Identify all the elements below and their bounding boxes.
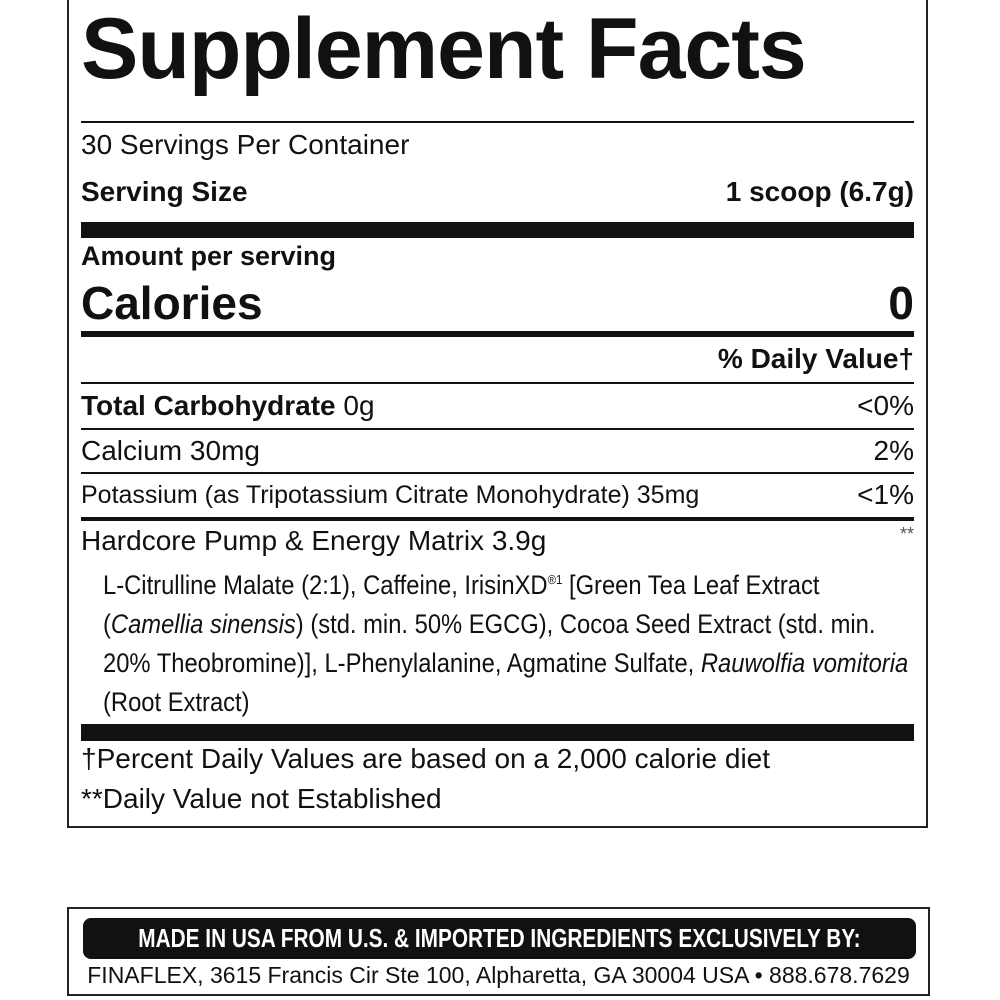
calories-value: 0	[888, 277, 914, 329]
trademark-mark: ®1	[547, 572, 563, 587]
nutrient-row-total-carbohydrate: Total Carbohydrate 0g	[81, 390, 375, 422]
nutrient-amount: 35mg	[636, 481, 700, 509]
nutrient-dv: <1%	[857, 479, 914, 510]
made-in-text: MADE IN USA FROM U.S. & IMPORTED INGREDI…	[138, 923, 861, 953]
manufacturer-address: FINAFLEX, 3615 Francis Cir Ste 100, Alph…	[87, 962, 910, 988]
nutrient-name: Potassium (as Tripotassium Citrate Monoh…	[81, 481, 630, 509]
nutrient-amount: 0g	[343, 390, 375, 421]
manufacturer-box: MADE IN USA FROM U.S. & IMPORTED INGREDI…	[67, 907, 930, 996]
nutrient-amount: 30mg	[189, 435, 260, 466]
nutrient-row-calcium: Calcium 30mg	[81, 435, 260, 467]
blend-dv: **	[899, 524, 914, 544]
ingredient-text: (Root Extract)	[103, 687, 250, 717]
amount-per-serving: Amount per serving	[81, 241, 337, 271]
nutrient-name: Total Carbohydrate	[81, 390, 336, 421]
panel-title: Supplement Facts	[81, 1, 807, 97]
ingredient-latin-name: Camellia sinensis	[110, 609, 296, 639]
nutrient-row-potassium: Potassium (as Tripotassium Citrate Monoh…	[81, 481, 699, 510]
thick-divider	[81, 724, 914, 741]
ingredient-text: ) (std. min. 50% EGCG), Cocoa Seed Extra…	[103, 609, 876, 678]
medium-divider	[81, 331, 914, 337]
ingredient-text: [Green Tea Leaf Extract (	[103, 570, 820, 639]
divider	[81, 382, 914, 384]
thick-divider	[81, 222, 914, 238]
made-in-usa-banner: MADE IN USA FROM U.S. & IMPORTED INGREDI…	[83, 918, 916, 959]
ingredient-text: L-Citrulline Malate (2:1), Caffeine, Iri…	[103, 570, 548, 600]
footnote-not-established: **Daily Value not Established	[81, 783, 442, 814]
calories-label: Calories	[81, 277, 263, 329]
blend-ingredients: L-Citrulline Malate (2:1), Caffeine, Iri…	[103, 560, 923, 720]
footnote-daily-values: †Percent Daily Values are based on a 2,0…	[81, 743, 771, 774]
divider	[81, 428, 914, 430]
nutrient-dv: 2%	[873, 435, 914, 466]
blend-name: Hardcore Pump & Energy Matrix 3.9g	[81, 525, 547, 556]
ingredient-latin-name: Rauwolfia vomitoria	[700, 648, 909, 678]
daily-value-header: % Daily Value†	[717, 343, 914, 374]
serving-size-value: 1 scoop (6.7g)	[725, 176, 914, 207]
nutrient-name: Calcium	[81, 435, 183, 466]
divider	[81, 472, 914, 474]
servings-per-container: 30 Servings Per Container	[81, 129, 410, 160]
divider	[81, 121, 914, 123]
nutrient-dv: <0%	[857, 390, 914, 421]
divider	[81, 517, 914, 521]
serving-size-label: Serving Size	[81, 176, 248, 207]
supplement-facts-panel: Supplement Facts 30 Servings Per Contain…	[67, 0, 928, 828]
